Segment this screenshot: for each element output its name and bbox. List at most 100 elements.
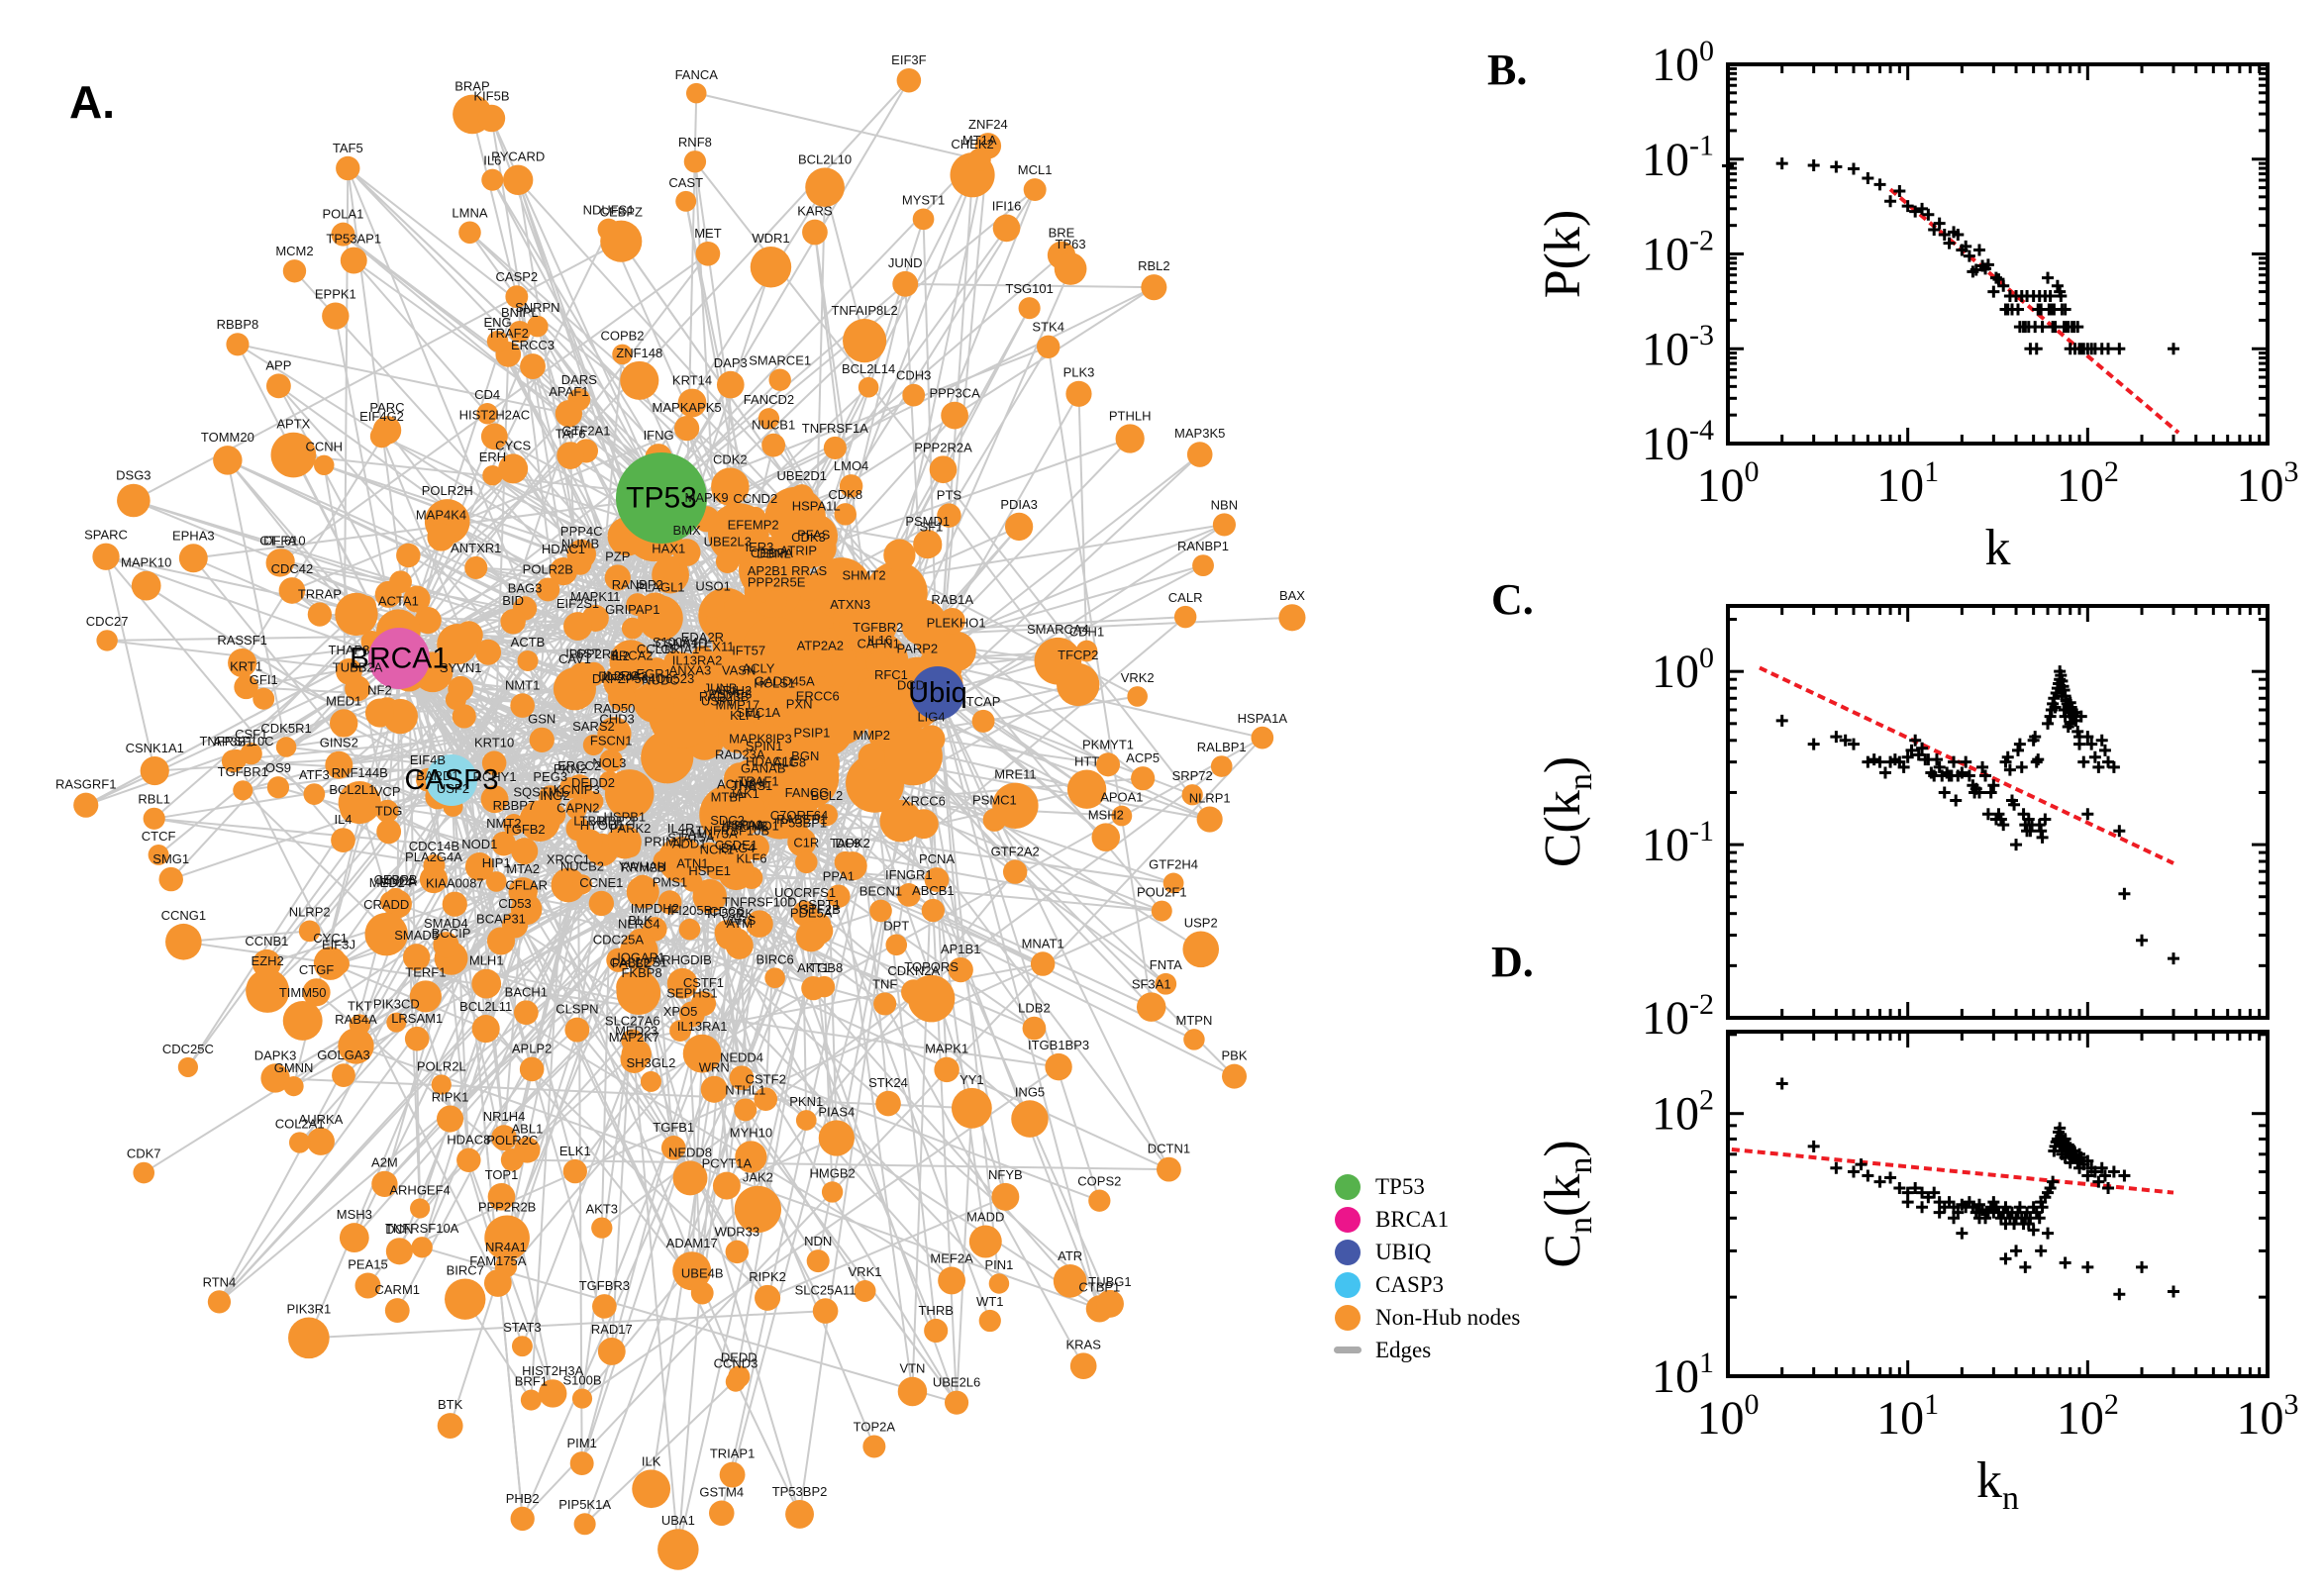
network-node [728,928,750,949]
network-node [505,285,529,309]
network-node-label: TRAF1 [738,773,778,788]
network-node [409,980,442,1013]
network-node-label: MMP17 [715,698,759,713]
network-node-label: ARHGDIB [654,952,712,967]
network-node [838,851,867,881]
network-node-label: BIRC6 [756,951,793,966]
network-node [328,952,350,975]
network-node-label: MSH2 [1088,807,1124,822]
network-node-label: SLC27A6 [605,1013,660,1028]
network-node-label: RAD17 [591,1322,633,1337]
panel-c: 100 10-1 10-2 C(kn) [1535,604,2270,1045]
axis-ticks [1726,62,2270,446]
network-node [536,577,560,602]
network-node [1002,859,1028,884]
network-node [563,612,592,642]
network-node-label: CDC27 [86,614,129,629]
network-node-label: STK4 [1032,320,1064,335]
tick-label: 10-3 [1642,319,1714,375]
network-node-label: TGFBR3 [579,1278,630,1293]
network-node-label: FANCD2 [744,392,794,407]
network-node [1069,1352,1097,1380]
network-node-label: PPP2R4 [569,647,619,661]
network-node-label: UBE2L6 [933,1375,980,1390]
network-node-label: GFI1 [250,672,278,687]
network-node-label: FANCA [675,67,719,82]
network-node [685,82,707,104]
network-node-label: CSF1 [235,727,267,742]
network-node-label: IL4R [667,821,694,836]
network-node [907,974,956,1023]
network-node-label: CARM1 [375,1282,421,1297]
network-node-label: CSNK1A1 [126,741,184,755]
network-node-label: POLR2L [417,1058,466,1073]
network-node-label: HIP1 [482,855,511,870]
network-node-label: CYCS [495,438,531,452]
legend-item-brca1: BRCA1 [1335,1203,1520,1236]
network-node-label: KLF6 [737,850,767,865]
network-node [763,691,786,714]
network-node-label: MTPN [1176,1013,1213,1028]
legend-item-label: TP53 [1375,1173,1425,1199]
network-node-label: CTGF [299,962,334,977]
network-node [967,148,991,171]
network-node-label: CSTF2 [746,1071,786,1086]
network-node-label: SMG1 [152,851,189,866]
network-node-label: AP3B1 [213,734,252,748]
network-node [260,1063,290,1093]
network-node-label: MT1A [962,133,997,148]
axis-title: k [1985,520,2011,576]
network-node-label: GSPT1 [798,897,841,912]
network-node [1053,1264,1087,1298]
network-node-label: SPIN1 [746,739,783,753]
network-node-label: ZNF24 [968,117,1008,132]
network-node [854,1280,876,1303]
network-node [148,844,169,865]
network-node [892,270,919,297]
network-node-label: NLRC4 [618,916,660,931]
network-node [746,910,773,938]
tick-label: 102 [2057,1388,2119,1445]
legend-dot-icon [1335,1271,1361,1298]
network-node [1212,513,1236,537]
network-node [599,748,623,773]
network-node-label: HSPA9 [722,818,763,833]
network-node-label: ING2 [540,788,569,803]
network-node-label: PBK [1222,1048,1248,1063]
network-node-label: USP1 [701,693,735,708]
network-node-label: RAB1A [931,592,973,607]
network-node [520,353,546,379]
network-node-label: EIF4B [410,752,446,767]
network-node [484,1215,530,1261]
network-node-label: CCL15 [637,642,676,656]
network-node-label: CDC25C [162,1042,214,1056]
network-node-label: NEDD8 [668,1145,712,1159]
network-node-label: LIG4 [917,709,945,724]
network-node [865,561,928,624]
network-node-label: KLF4 [730,708,760,723]
network-node [331,828,355,852]
network-node [941,401,968,430]
network-node [410,1198,431,1219]
network-node-label: VTN [899,1361,925,1376]
network-node [325,750,354,779]
axis-title: kn [1976,1452,2019,1517]
network-node [951,1087,992,1129]
network-node [875,1090,901,1117]
network-node-label: UBA1 [661,1513,695,1528]
network-node-label: SMC1A [736,705,780,720]
network-node [92,543,120,570]
network-node [719,1461,746,1488]
network-node-label: CAST [668,175,703,190]
network-node-label: ATM [726,916,752,931]
network-node [745,506,766,528]
network-node-label: ACTA1 [378,593,419,608]
network-node [282,1001,323,1041]
network-node-label: ACIN1 [717,776,755,791]
network-node [666,967,698,999]
network-node [96,630,118,651]
network-node [768,368,791,391]
network-node-label: DPT [883,919,909,934]
network-node-label: ITGB1BP3 [1028,1038,1089,1052]
